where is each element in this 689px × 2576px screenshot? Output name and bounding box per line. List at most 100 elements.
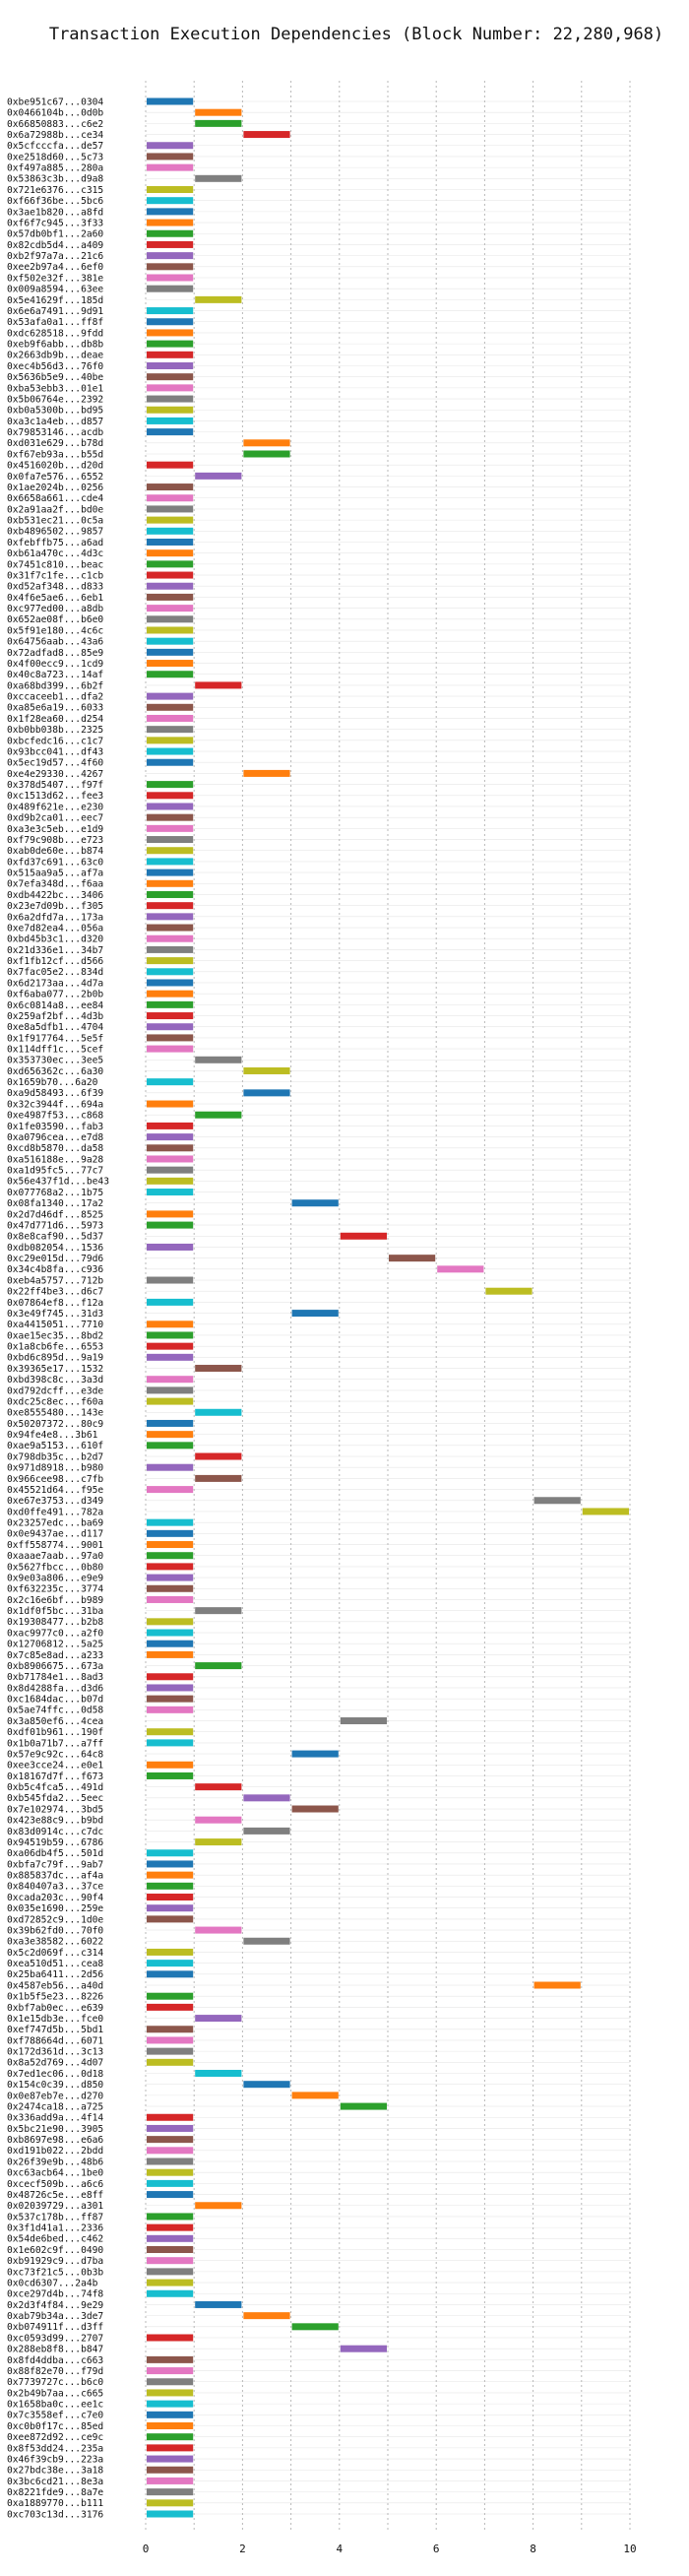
bar (147, 2488, 194, 2496)
bar (147, 879, 194, 887)
bar (291, 1805, 339, 1813)
y-tick-label: 0x72adfad8...85e9 (7, 648, 103, 659)
bar (147, 1419, 194, 1427)
y-tick-label: 0xd72852c9...1d0e (7, 1914, 103, 1925)
bar (243, 769, 290, 777)
bar (147, 913, 194, 921)
y-tick-label: 0x3ae1b820...a8fd (7, 207, 103, 218)
bar (291, 2323, 339, 2331)
bar (147, 1595, 194, 1603)
y-tick-label: 0xcecf509b...a6c6 (7, 2179, 103, 2190)
bar (147, 692, 194, 700)
bar-series (147, 97, 629, 2518)
bar (147, 1012, 194, 1020)
bar (147, 417, 194, 424)
bar (147, 97, 194, 105)
y-tick-label: 0x45521d64...f95e (7, 1485, 103, 1496)
y-tick-label: 0x22ff4be3...d6c7 (7, 1287, 103, 1298)
bar (147, 1574, 194, 1581)
bar (147, 2268, 194, 2276)
y-tick-label: 0xec4b56d3...76f0 (7, 361, 103, 372)
bar (147, 1155, 194, 1163)
bar (243, 1794, 290, 1802)
bar (243, 439, 290, 447)
bar (147, 902, 194, 910)
bar (291, 2092, 339, 2099)
y-tick-label: 0x798db35c...b2d7 (7, 1451, 103, 1462)
bar (147, 1882, 194, 1890)
bar (147, 373, 194, 381)
y-tick-label: 0x56e437f1d...be43 (7, 1177, 109, 1188)
bar (147, 318, 194, 326)
y-tick-label: 0xba53ebb3...01e1 (7, 383, 103, 394)
bar (147, 2499, 194, 2507)
bar (147, 2246, 194, 2254)
bar (147, 307, 194, 315)
bar (147, 2179, 194, 2187)
bar (147, 582, 194, 590)
bar (243, 1827, 290, 1835)
bar (147, 340, 194, 348)
y-tick-label: 0x1f28ea60...d254 (7, 714, 103, 725)
bar (147, 185, 194, 193)
y-tick-label: 0xc29e015d...79d6 (7, 1254, 103, 1264)
bar (243, 1089, 290, 1097)
y-tick-label: 0x93bcc041...df43 (7, 746, 103, 757)
bar (147, 1640, 194, 1647)
y-tick-label: 0xf6f7c945...3f33 (7, 218, 103, 228)
bar (195, 1662, 242, 1670)
bar (147, 1276, 194, 1284)
y-tick-label: 0x1fe03590...fab3 (7, 1122, 103, 1132)
bar (340, 1232, 387, 1240)
bar (147, 605, 194, 612)
bar (147, 1386, 194, 1394)
y-tick-label: 0xb545fda2...5eec (7, 1793, 103, 1804)
y-tick-label: 0x5ec19d57...4f60 (7, 758, 103, 769)
y-tick-label: 0x721e6376...c315 (7, 185, 103, 196)
y-tick-label: 0x7451c810...beac (7, 559, 103, 570)
y-tick-label: 0xb074911f...d3ff (7, 2322, 103, 2333)
y-tick-label: 0x7fac05e2...834d (7, 967, 103, 978)
y-tick-label: 0x0fa7e576...6552 (7, 472, 103, 483)
bar (147, 197, 194, 205)
bar (147, 2058, 194, 2066)
bar (147, 593, 194, 601)
bar (147, 1133, 194, 1141)
bar (147, 1078, 194, 1086)
bar (147, 979, 194, 987)
bar (147, 1541, 194, 1549)
bar (147, 219, 194, 226)
bar (147, 1100, 194, 1108)
bar (147, 1860, 194, 1868)
y-tick-label: 0x79853146...acdb (7, 427, 103, 438)
y-tick-label: 0xdc628518...9fdd (7, 328, 103, 339)
y-tick-label: 0x1a8cb6fe...6553 (7, 1342, 103, 1353)
y-tick-label: 0x1df0f5bc...31ba (7, 1606, 103, 1617)
bar (147, 758, 194, 766)
y-tick-label: 0x8a52d769...4d07 (7, 2058, 103, 2069)
y-tick-label: 0x94519b59...6786 (7, 1837, 103, 1848)
y-tick-label: 0x57e9c92c...64c8 (7, 1749, 103, 1760)
y-tick-label: 0xd656362c...6a30 (7, 1066, 103, 1077)
y-axis-labels: 0xbe951c67...03040x0466104b...0d0b0x6685… (7, 97, 109, 2520)
bar (195, 174, 242, 182)
y-tick-label: 0xf788664d...6071 (7, 2035, 103, 2046)
y-tick-label: 0xc0b0f17c...85ed (7, 2421, 103, 2432)
bar (147, 2433, 194, 2441)
bar (147, 869, 194, 876)
y-tick-label: 0x4f6e5ae6...6eb1 (7, 593, 103, 604)
bar (195, 2070, 242, 2078)
y-tick-label: 0x2d7d46df...8525 (7, 1209, 103, 1220)
bar (147, 2147, 194, 2155)
bar (147, 747, 194, 755)
bar (147, 1584, 194, 1592)
y-tick-label: 0x6c0814a8...ee84 (7, 1000, 103, 1011)
y-tick-label: 0x82cdb5d4...a409 (7, 240, 103, 251)
bar (195, 2202, 242, 2210)
bar (147, 527, 194, 535)
y-tick-label: 0x7e102974...3bd5 (7, 1804, 103, 1815)
y-tick-label: 0xe7d82ea4...056a (7, 923, 103, 934)
bar (147, 792, 194, 800)
y-tick-label: 0xc703c13d...3176 (7, 2509, 103, 2520)
